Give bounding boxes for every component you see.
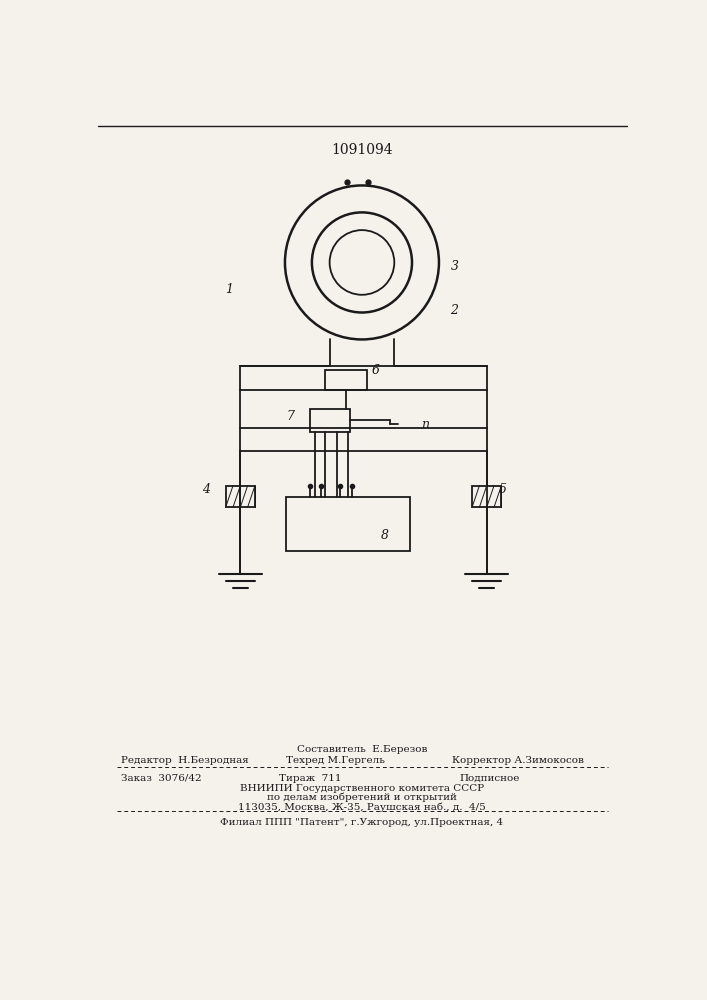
Text: 7: 7 (286, 410, 295, 423)
Text: Техред М.Гергель: Техред М.Гергель (286, 756, 385, 765)
Text: 2: 2 (450, 304, 459, 317)
Text: Корректор А.Зимокосов: Корректор А.Зимокосов (452, 756, 584, 765)
Bar (226, 486, 255, 507)
Text: 1: 1 (225, 283, 233, 296)
Circle shape (329, 230, 395, 295)
Text: Составитель  Е.Березов: Составитель Е.Березов (297, 745, 427, 754)
Text: 8: 8 (381, 529, 389, 542)
Text: 3: 3 (450, 260, 459, 273)
Text: ВНИИПИ Государственного комитета СССР: ВНИИПИ Государственного комитета СССР (240, 784, 484, 793)
Text: Подписное: Подписное (460, 774, 520, 783)
Text: Редактор  Н.Безродная: Редактор Н.Безродная (121, 756, 249, 765)
Text: Заказ  3076/42: Заказ 3076/42 (121, 774, 201, 783)
Bar (310, 409, 350, 432)
Text: 6: 6 (371, 364, 379, 377)
Bar (472, 486, 501, 507)
Text: 113035, Москва, Ж-35, Раушская наб., д.  4/5: 113035, Москва, Ж-35, Раушская наб., д. … (238, 802, 486, 812)
Text: по делам изобретений и открытий: по делам изобретений и открытий (267, 793, 457, 802)
Text: Тираж  711: Тираж 711 (279, 774, 341, 783)
Text: n: n (421, 418, 429, 431)
Text: 4: 4 (201, 483, 210, 496)
Text: 5: 5 (498, 483, 506, 496)
Bar (325, 370, 368, 389)
Bar (286, 497, 409, 551)
Text: 1091094: 1091094 (331, 143, 393, 157)
Text: Филиал ППП "Патент", г.Ужгород, ул.Проектная, 4: Филиал ППП "Патент", г.Ужгород, ул.Проек… (221, 818, 503, 827)
